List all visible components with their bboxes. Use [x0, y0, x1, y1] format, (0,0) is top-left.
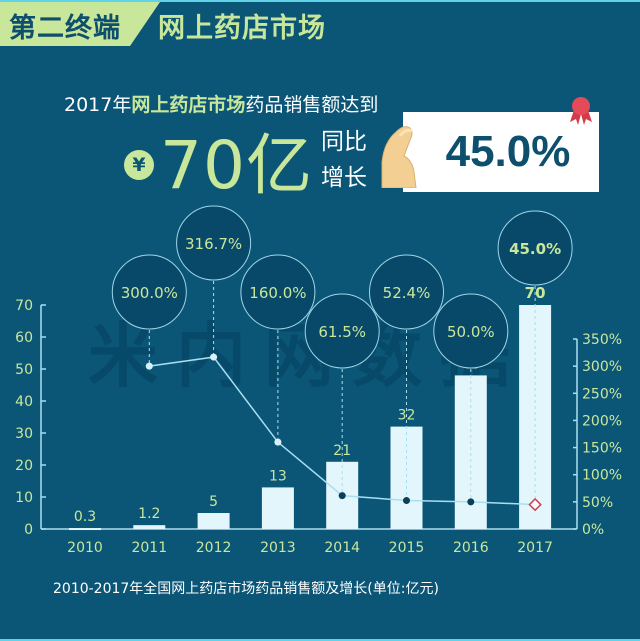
section-label: 第二终端: [9, 13, 121, 44]
growth-marker-highlight: [528, 497, 542, 512]
growth-value: 45.0%: [445, 127, 571, 176]
hand-icon: [381, 126, 417, 188]
y-tick-label: 0: [24, 522, 33, 538]
y-tick-label: 30: [15, 426, 33, 442]
y2-tick-label: 50%: [582, 495, 613, 511]
growth-marker: [403, 497, 410, 505]
bar-value-label: 5: [209, 494, 218, 510]
growth-bubble: [497, 210, 573, 286]
growth-marker: [145, 362, 153, 370]
y-tick-label: 10: [15, 490, 33, 506]
headline-prefix: 2017年: [64, 94, 132, 116]
growth-label-line2: 增长: [321, 165, 367, 191]
bar-value-label: 1.2: [138, 506, 160, 522]
x-tick-label: 2013: [260, 540, 296, 556]
bar: [454, 375, 487, 529]
bar: [133, 525, 166, 529]
growth-bubble-label: 316.7%: [185, 235, 242, 253]
y-tick-label: 50: [15, 362, 33, 378]
growth-bubble: [433, 293, 509, 369]
y2-tick-label: 250%: [582, 386, 622, 402]
x-tick-label: 2011: [131, 540, 167, 556]
growth-bubble: [176, 205, 252, 281]
growth-marker: [467, 498, 475, 506]
y2-tick-label: 0%: [582, 522, 604, 538]
page-title: 网上药店市场: [158, 13, 326, 44]
bar: [197, 513, 230, 529]
bar: [261, 487, 294, 529]
y-tick-label: 70: [15, 298, 33, 314]
x-tick-label: 2012: [196, 540, 232, 556]
bar-value-label: 0.3: [74, 509, 96, 525]
growth-marker: [210, 353, 218, 361]
bar-value-label: 21: [333, 443, 351, 459]
chart-caption: 2010-2017年全国网上药店市场药品销售额及增长(单位:亿元): [53, 581, 439, 597]
bar: [519, 305, 552, 529]
growth-marker: [274, 438, 282, 446]
growth-bubble-label: 300.0%: [121, 284, 178, 302]
growth-card: [403, 112, 599, 192]
y2-tick-label: 200%: [582, 413, 622, 429]
x-tick-label: 2014: [324, 540, 360, 556]
growth-label: 同比 增长: [321, 124, 371, 196]
award-ribbon-icon: [570, 97, 592, 125]
y2-tick-label: 350%: [582, 332, 622, 348]
x-tick-label: 2010: [67, 540, 103, 556]
bar: [390, 426, 423, 529]
growth-bubble: [240, 254, 316, 330]
bar-value-label: 13: [269, 468, 287, 484]
growth-bubble: [111, 254, 187, 330]
growth-bubble-label: 61.5%: [318, 323, 366, 341]
y-tick-label: 20: [15, 458, 33, 474]
y2-tick-label: 150%: [582, 441, 622, 457]
section-label-banner: 第二终端: [0, 2, 160, 46]
bar: [69, 528, 101, 531]
headline-suffix: 药品销售额达到: [245, 94, 379, 116]
y-tick-label: 60: [15, 330, 33, 346]
y2-tick-label: 100%: [582, 468, 622, 484]
x-tick-label: 2017: [517, 540, 553, 556]
headline-text: 2017年网上药店市场药品销售额达到: [64, 90, 378, 117]
growth-bubble-label: 160.0%: [249, 284, 306, 302]
growth-label-line1: 同比: [321, 129, 367, 155]
headline-highlight: 网上药店市场: [131, 94, 246, 116]
x-tick-label: 2016: [453, 540, 489, 556]
growth-bubble-label: 52.4%: [383, 284, 431, 302]
growth-marker: [338, 492, 346, 500]
growth-bubble-label: 45.0%: [509, 240, 561, 258]
growth-bubble: [369, 254, 444, 330]
sales-amount: 70亿: [160, 127, 313, 204]
growth-bubble-label: 50.0%: [447, 323, 495, 341]
y-tick-label: 40: [15, 394, 33, 410]
yen-currency-icon: ¥: [124, 150, 154, 180]
growth-bubble: [304, 293, 380, 369]
y2-tick-label: 300%: [582, 359, 622, 375]
x-tick-label: 2015: [389, 540, 425, 556]
